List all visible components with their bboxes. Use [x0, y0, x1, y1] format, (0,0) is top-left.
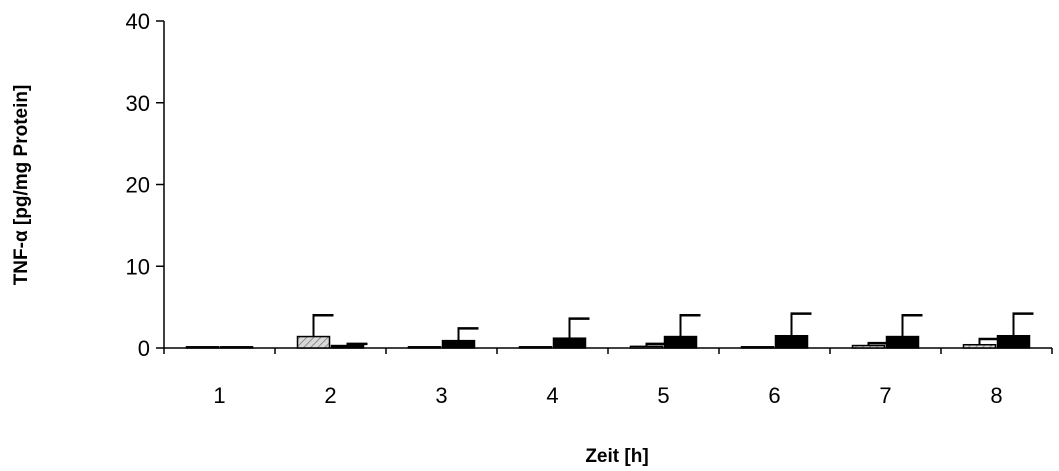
- bar: [629, 345, 664, 349]
- bar: [962, 343, 997, 349]
- bar: [441, 339, 476, 349]
- x-tick-label: 4: [546, 383, 558, 408]
- y-tick-label: 20: [126, 173, 150, 198]
- axes: [156, 20, 1053, 354]
- bar: [219, 346, 254, 349]
- x-tick-label: 1: [213, 383, 225, 408]
- bars-group: [185, 334, 1031, 349]
- y-axis-title: TNF-α [pg/mg Protein]: [11, 85, 32, 286]
- bar: [885, 335, 920, 349]
- bar: [996, 334, 1031, 349]
- bar: [296, 335, 331, 349]
- error-bars-group: [312, 312, 1034, 347]
- bar: [407, 346, 442, 349]
- x-tick-label: 8: [990, 383, 1002, 408]
- y-tick-label: 0: [138, 336, 150, 361]
- y-tick-label: 10: [126, 254, 150, 279]
- bar: [663, 335, 698, 349]
- y-tick-label: 30: [126, 91, 150, 116]
- x-tick-label: 6: [768, 383, 780, 408]
- x-tick-label: 2: [324, 383, 336, 408]
- x-tick-label: 7: [879, 383, 891, 408]
- x-tick-label: 5: [657, 383, 669, 408]
- bar: [740, 346, 775, 349]
- labels-group: 0 10 20 30 40 1 2 3 4 5 6 7 8: [126, 9, 1003, 408]
- bar: [774, 334, 809, 349]
- bar: [330, 344, 365, 349]
- bar: [518, 346, 553, 349]
- y-tick-label: 40: [126, 9, 150, 34]
- bar: [552, 337, 587, 349]
- x-axis-title: Zeit [h]: [585, 446, 648, 467]
- bar: [851, 344, 886, 349]
- bar: [185, 346, 220, 349]
- x-tick-label: 3: [435, 383, 447, 408]
